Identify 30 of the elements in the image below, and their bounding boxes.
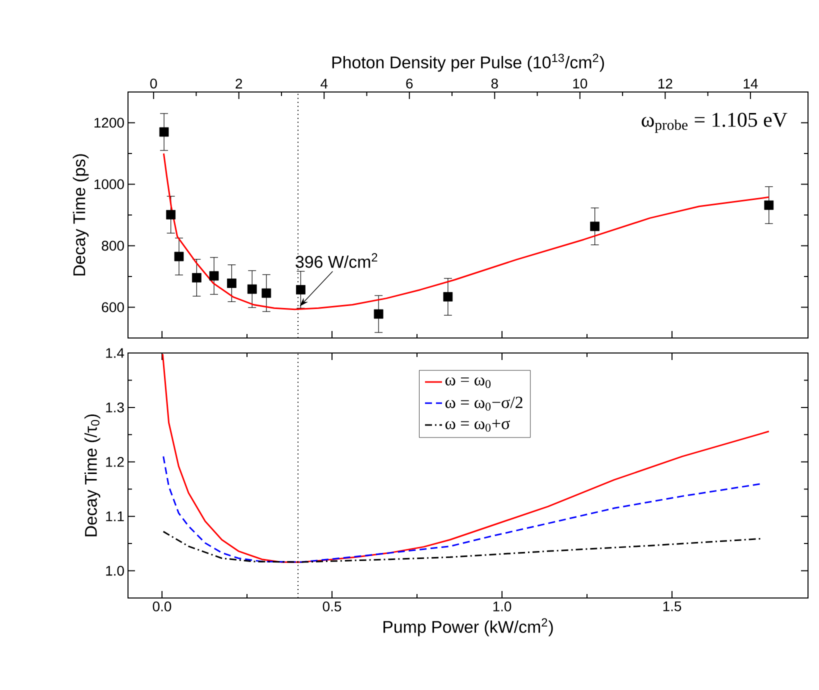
legend-label: ω = ω$_{0}$+σ	[445, 419, 510, 432]
legend-label: ω = ω$_{0}$−σ/2	[445, 396, 522, 411]
x2-tick-label: 0	[150, 78, 157, 88]
x-axis-title: Pump Power (kW/cm$^{2}$)	[384, 618, 553, 636]
y-axis-title: Decay Time (ps)	[72, 154, 89, 276]
x2-tick-label: 8	[491, 78, 498, 88]
x2-tick-label: 14	[744, 78, 758, 88]
x2-tick-label: 4	[320, 78, 328, 88]
y-tick-label: 1.3	[106, 402, 124, 412]
y-tick-label: 800	[102, 240, 124, 251]
y-tick-label: 1000	[94, 179, 124, 190]
x-tick-label: 1.0	[493, 602, 512, 612]
x2-tick-label: 12	[658, 78, 672, 88]
x-tick-label: 0.5	[322, 602, 342, 612]
x2-tick-label: 6	[406, 78, 413, 88]
legend-label: ω = ω$_{0}$	[445, 377, 491, 388]
x2-tick-label: 2	[236, 78, 242, 88]
annotation: ω$_{probe}$ = 1.105 eV	[642, 112, 788, 133]
x-tick-label: 0.0	[152, 602, 172, 612]
y-tick-label: 1.1	[106, 512, 124, 522]
x2-axis-title: Photon Density per Pulse (10$^{13}$/cm$^{2}$)	[332, 54, 604, 72]
annotation: 396 W/cm$^{2}$	[296, 253, 378, 268]
y-tick-label: 1.4	[106, 348, 124, 358]
y-tick-label: 1200	[94, 118, 124, 128]
x2-tick-label: 10	[573, 78, 588, 88]
y-tick-label: 600	[102, 302, 124, 312]
y-axis-title: Decay Time (/τ$_{0}$)	[84, 414, 100, 536]
y-tick-label: 1.2	[106, 457, 124, 467]
y-tick-label: 1.0	[106, 566, 124, 576]
x-tick-label: 1.5	[663, 602, 682, 612]
